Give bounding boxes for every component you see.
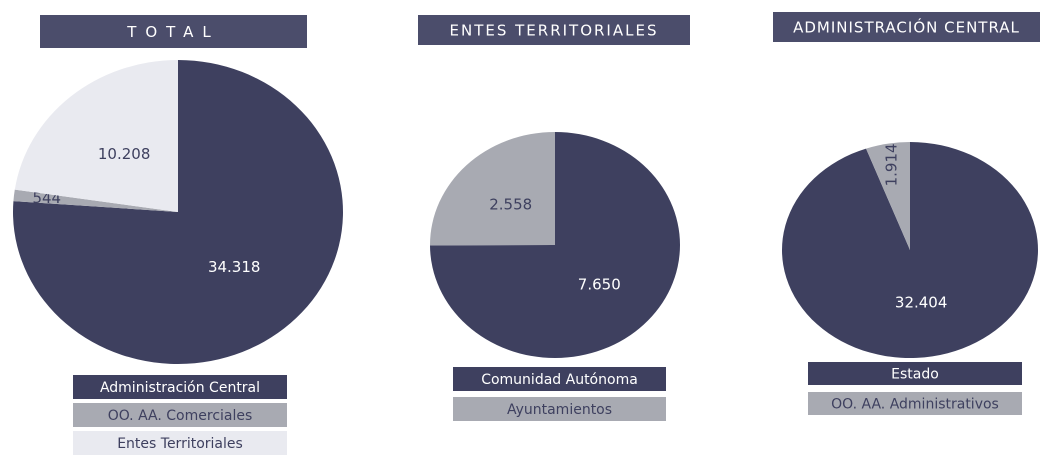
legend-swatch bbox=[453, 367, 666, 391]
legend-label: OO. AA. Comerciales bbox=[108, 408, 253, 424]
pie-slice bbox=[14, 60, 178, 212]
legend-swatch bbox=[808, 362, 1022, 385]
title-box bbox=[40, 15, 307, 48]
title-box bbox=[418, 15, 690, 45]
pie-slice bbox=[866, 142, 910, 250]
title-box bbox=[773, 12, 1040, 42]
legend-label: Ayuntamientos bbox=[507, 402, 612, 418]
legend-swatch bbox=[73, 375, 287, 399]
chart-title: TOTAL bbox=[126, 23, 220, 41]
pie-slice bbox=[12, 60, 343, 365]
legend-label: Estado bbox=[891, 367, 939, 383]
value-label: 7.650 bbox=[578, 275, 621, 293]
value-label: 1.914 bbox=[883, 143, 901, 186]
chart-title: ADMINISTRACIÓN CENTRAL bbox=[793, 18, 1020, 37]
value-label: 34.318 bbox=[208, 258, 261, 276]
chart-title: ENTES TERRITORIALES bbox=[450, 22, 659, 40]
pie-slice bbox=[13, 189, 178, 212]
legend-label: Comunidad Autónoma bbox=[481, 372, 638, 388]
legend-label: Entes Territoriales bbox=[117, 436, 243, 452]
pie-slice bbox=[430, 132, 680, 358]
legend-label: Administración Central bbox=[100, 380, 260, 396]
legend-swatch bbox=[73, 403, 287, 427]
legend-swatch bbox=[808, 392, 1022, 415]
legend-label: OO. AA. Administrativos bbox=[831, 397, 999, 413]
value-label: 32.404 bbox=[895, 294, 948, 312]
legend-swatch bbox=[73, 431, 287, 455]
value-label: 10.208 bbox=[98, 145, 151, 163]
value-label: 2.558 bbox=[489, 196, 532, 214]
pie-slice bbox=[430, 132, 555, 246]
legend-swatch bbox=[453, 397, 666, 421]
